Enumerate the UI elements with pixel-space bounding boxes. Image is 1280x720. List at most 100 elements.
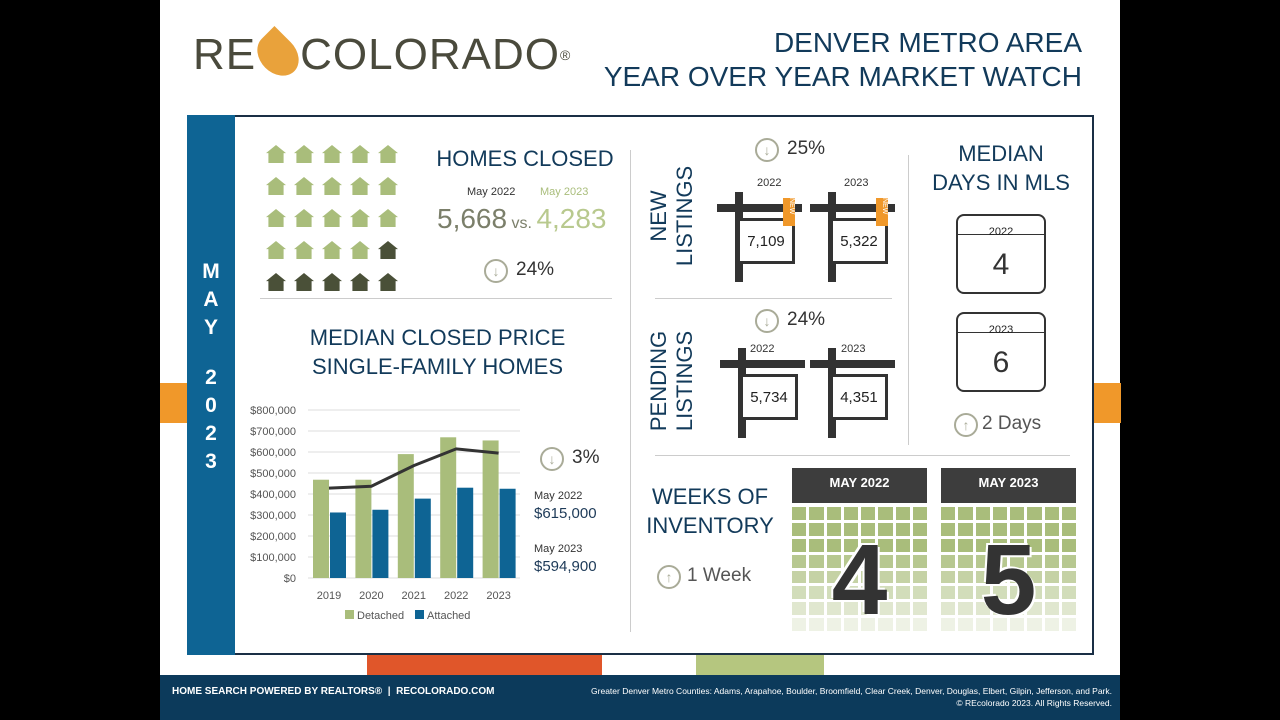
for-sale-sign-icon: 4,351 — [810, 348, 895, 438]
inventory-cell — [941, 507, 956, 520]
inventory-cell — [975, 586, 990, 600]
inventory-cell — [992, 618, 1007, 631]
inventory-cell — [843, 586, 858, 600]
inventory-cell — [941, 554, 956, 568]
inventory-cell — [975, 522, 990, 536]
inventory-cell — [912, 522, 927, 536]
inventory-cell — [1027, 618, 1042, 631]
inventory-cell — [895, 522, 910, 536]
footer-left: HOME SEARCH POWERED BY REALTORS® | RECOL… — [172, 686, 495, 697]
value-2023: 5 — [980, 524, 1037, 636]
house-icon — [266, 209, 286, 227]
inventory-cell — [826, 507, 841, 520]
label-line: NEW — [646, 190, 671, 242]
inventory-cell — [792, 538, 807, 552]
inventory-cell — [1061, 618, 1076, 631]
bar-attached — [414, 498, 431, 578]
y-tick-label: $200,000 — [250, 531, 296, 543]
house-icon — [378, 209, 398, 227]
inventory-cell — [958, 618, 973, 631]
inventory-cell — [843, 554, 858, 568]
inventory-cell — [1044, 522, 1059, 536]
value-2023: $594,900 — [534, 558, 597, 575]
legend-swatch — [345, 610, 354, 619]
inventory-cell — [895, 570, 910, 584]
footer-site-link[interactable]: RECOLORADO.COM — [396, 686, 495, 697]
arrow-up-circle-icon: ↑ — [657, 565, 681, 589]
inventory-cell — [878, 538, 893, 552]
inventory-cell — [826, 586, 841, 600]
change-value: 1 Week — [687, 565, 752, 587]
legend-label: Attached — [427, 610, 470, 622]
weeks-2022-card: MAY 2022 4 — [792, 468, 927, 636]
label-line: LISTINGS — [672, 330, 697, 432]
bar-detached — [397, 454, 414, 578]
bar-detached — [355, 479, 372, 578]
house-icon — [322, 145, 342, 163]
inventory-cell — [1027, 522, 1042, 536]
inventory-cell — [861, 618, 876, 631]
inventory-cell — [895, 602, 910, 616]
inventory-cell — [941, 538, 956, 552]
inventory-cell — [809, 586, 824, 600]
new-listings-change: ↓ 25% — [755, 138, 825, 162]
inventory-cell — [1044, 586, 1059, 600]
inventory-cell — [861, 538, 876, 552]
inventory-cell — [912, 602, 927, 616]
inventory-cell — [792, 602, 807, 616]
inventory-cell — [861, 522, 876, 536]
inventory-cell — [895, 507, 910, 520]
inventory-cell — [843, 507, 858, 520]
inventory-grid — [792, 503, 927, 631]
house-icon — [350, 177, 370, 195]
value-2022: $615,000 — [534, 505, 597, 522]
change-pct: 24% — [787, 309, 826, 331]
pending-listings-label: PENDING LISTINGS — [646, 311, 698, 451]
inventory-cell — [941, 522, 956, 536]
inventory-cell — [1027, 538, 1042, 552]
house-icon — [294, 273, 314, 291]
calendar-icon: 2023 6 — [956, 312, 1046, 392]
logo-mark: ® — [559, 47, 572, 63]
orange-tab — [1094, 383, 1121, 423]
house-icon — [378, 241, 398, 259]
inventory-cell — [792, 618, 807, 631]
divider — [630, 150, 631, 632]
inventory-cell — [992, 586, 1007, 600]
inventory-cell — [975, 554, 990, 568]
arrow-down-circle-icon: ↓ — [540, 447, 564, 471]
title-line: YEAR OVER YEAR MARKET WATCH — [603, 61, 1082, 92]
change-pct: 3% — [572, 447, 600, 469]
divider — [655, 455, 1070, 456]
for-sale-sign-icon: 7,109 NEW — [717, 192, 802, 282]
inventory-cell — [975, 618, 990, 631]
inventory-cell — [1027, 602, 1042, 616]
inventory-grid — [941, 503, 1076, 631]
label-2023: May 2023 — [540, 186, 589, 198]
inventory-cell — [1027, 586, 1042, 600]
bar-detached — [313, 479, 329, 578]
label-line: PENDING — [646, 330, 671, 432]
bar-detached — [440, 437, 457, 578]
inventory-cell — [809, 538, 824, 552]
inventory-cell — [809, 618, 824, 631]
x-tick-label: 2019 — [317, 590, 341, 602]
x-tick-label: 2022 — [444, 590, 468, 602]
inventory-cell — [809, 602, 824, 616]
homes-closed-change: ↓ 24% — [484, 259, 554, 283]
value-2022: 5,668 — [437, 203, 508, 234]
footer-right: Greater Denver Metro Counties: Adams, Ar… — [591, 685, 1112, 709]
inventory-cell — [1044, 602, 1059, 616]
inventory-cell — [992, 522, 1007, 536]
house-icon — [294, 145, 314, 163]
inventory-cell — [826, 554, 841, 568]
house-icon — [350, 241, 370, 259]
footer-copyright: © REcolorado 2023. All Rights Reserved. — [956, 698, 1112, 708]
arrow-up-circle-icon: ↑ — [954, 413, 978, 437]
pending-listings-change: ↓ 24% — [755, 309, 825, 333]
inventory-cell — [861, 554, 876, 568]
legend-label: Detached — [357, 610, 404, 622]
house-icon — [266, 273, 286, 291]
inventory-cell — [975, 602, 990, 616]
inventory-cell — [792, 507, 807, 520]
